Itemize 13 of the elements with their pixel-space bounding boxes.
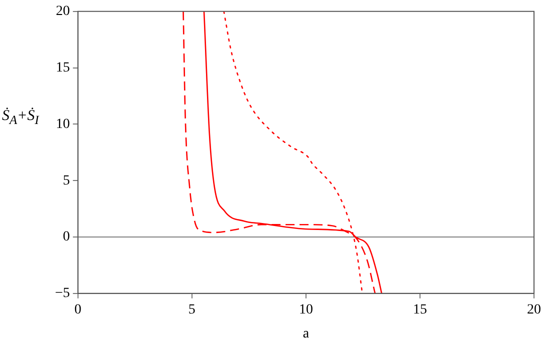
x-tick-label: 10 (298, 302, 313, 318)
y-tick-label: −5 (54, 286, 70, 302)
y-tick-label: 10 (56, 116, 70, 132)
y-tick-label: 5 (62, 173, 70, 188)
x-axis-title: a (302, 326, 310, 342)
y-tick-label: 15 (56, 60, 70, 76)
x-tick-label: 20 (527, 302, 541, 318)
x-tick-label: 15 (412, 302, 427, 318)
x-tick-label: 5 (188, 302, 196, 318)
y-tick-label: 20 (56, 4, 70, 20)
x-tick-label: 0 (74, 302, 82, 318)
y-tick-label: 0 (62, 230, 70, 245)
y-axis-title: Ṡ$_{A}$+Ṡ$_{I}$ (2, 108, 39, 128)
